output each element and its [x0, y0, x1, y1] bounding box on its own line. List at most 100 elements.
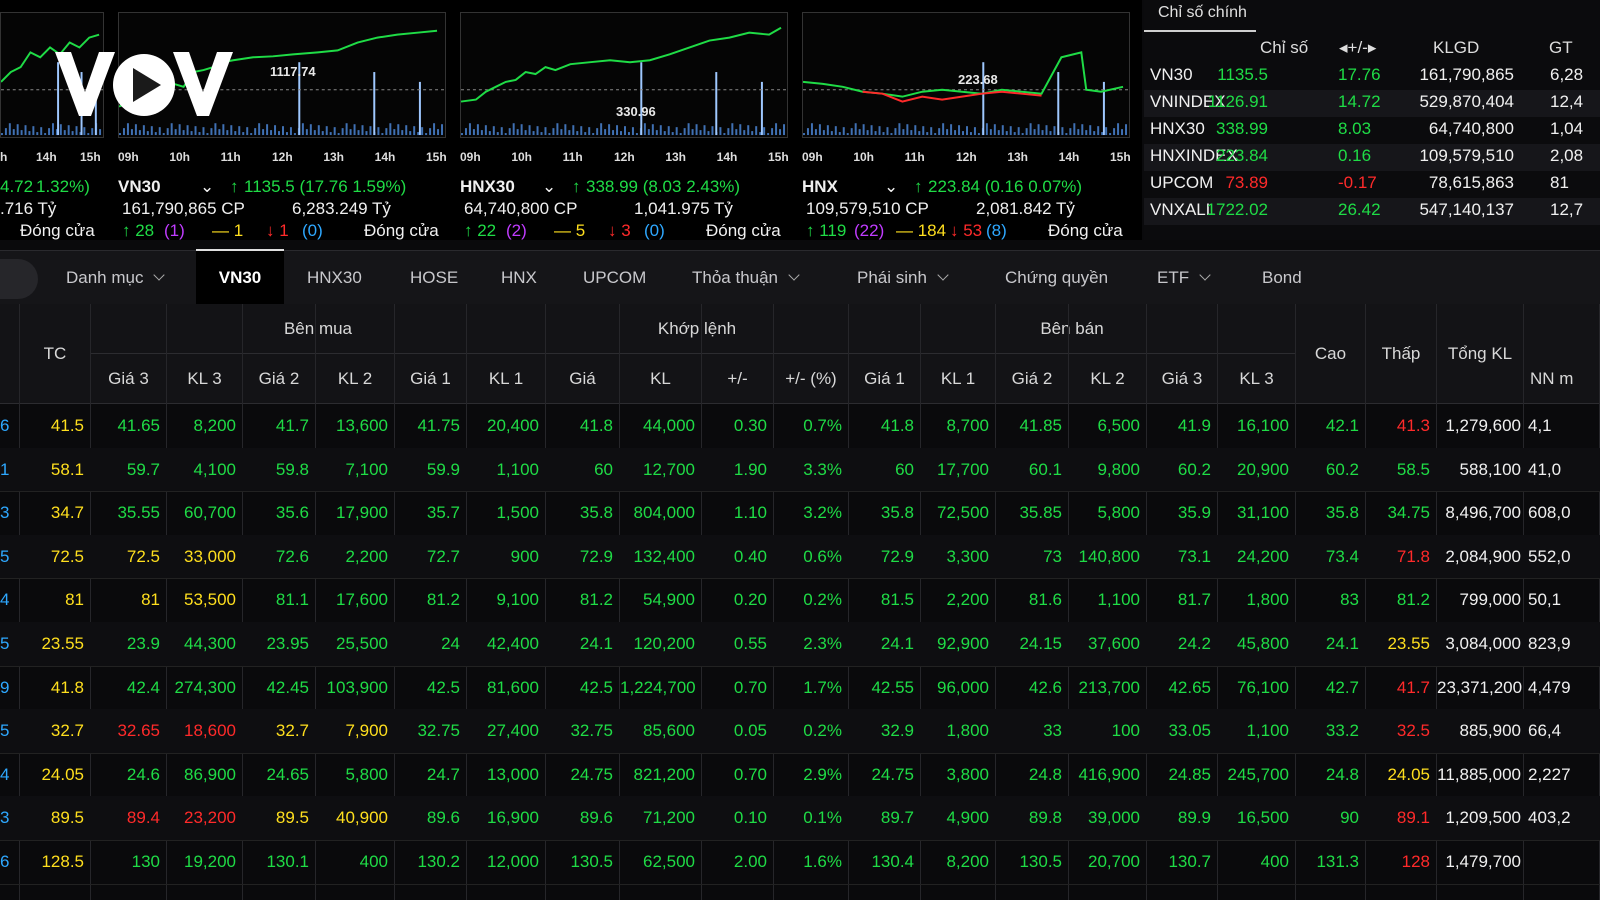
- chevron-down-icon[interactable]: ⌄: [200, 177, 215, 196]
- price-row[interactable]: 6 128.5 130 19,200 130.1 400 130.2 12,000 130.5 6…: [0, 840, 1600, 885]
- header-thấp[interactable]: Thấp: [1366, 304, 1437, 404]
- header-tổng-kl[interactable]: Tổng KL: [1437, 304, 1524, 404]
- volume-bar: [890, 133, 893, 136]
- cell-ask-price-2: 81.6: [1028, 590, 1062, 610]
- chevron-down-icon[interactable]: ⌄: [542, 177, 557, 196]
- summary-header-volume[interactable]: KLGD: [1433, 38, 1480, 57]
- column-divider: [848, 304, 849, 900]
- volume-bar: [604, 129, 607, 136]
- index-name[interactable]: VN30: [118, 177, 161, 196]
- cell-bid-vol-2: 13,600: [336, 416, 388, 435]
- index-name[interactable]: HNX30: [460, 177, 515, 196]
- tab-thỏa-thuận[interactable]: Thỏa thuận: [692, 251, 800, 305]
- subheader-gi-2[interactable]: Giá 2: [996, 354, 1069, 404]
- volume-bar: [325, 126, 328, 136]
- tab-upcom[interactable]: UPCOM: [583, 251, 646, 305]
- time-tick: 09h: [118, 150, 139, 164]
- advance-count: ↑ 119: [806, 221, 847, 240]
- subheader-gi-2[interactable]: Giá 2: [243, 354, 316, 404]
- price-row[interactable]: 5 32.7 32.65 18,600 32.7 7,900 32.75 27,400 32.7…: [0, 709, 1600, 754]
- price-row[interactable]: 4 24.05 24.6 86,900 24.65 5,800 24.7 13,000 24.7…: [0, 753, 1600, 798]
- summary-row[interactable]: VNINDEX 1126.91 14.72 529,870,404 12,4: [1144, 90, 1600, 117]
- price-row[interactable]: 9 41.8 42.4 274,300 42.45 103,900 42.5 81,600 42…: [0, 666, 1600, 711]
- subheader-kl-3[interactable]: KL 3: [1218, 354, 1296, 404]
- tab-vn30[interactable]: VN30: [196, 249, 284, 307]
- price-row[interactable]: 5 23.55 23.9 44,300 23.95 25,500 24 42,400 24.1 1…: [0, 622, 1600, 667]
- subheader-nn-m[interactable]: NN m: [1524, 304, 1600, 404]
- tab-etf[interactable]: ETF: [1157, 251, 1211, 305]
- cell-symbol-edge: 6: [0, 852, 10, 871]
- volume-bar: [647, 129, 650, 136]
- tab-chứng-quyền[interactable]: Chứng quyền: [1005, 251, 1108, 305]
- volume-bar: [977, 133, 980, 136]
- volume-bar: [349, 129, 352, 136]
- column-divider: [1365, 304, 1366, 900]
- cell-match-price: 41.8: [579, 416, 613, 435]
- summary-row[interactable]: HNXINDEX 223.84 0.16 109,579,510 2,08: [1144, 144, 1600, 171]
- subheader-kl-3[interactable]: KL 3: [167, 354, 243, 404]
- index-name[interactable]: HNX: [802, 177, 838, 196]
- tab-hnx30[interactable]: HNX30: [307, 251, 362, 305]
- volume-spike: [298, 62, 301, 136]
- price-row[interactable]: 3 89.5 89.4 23,200 89.5 40,900 89.6 16,900 89.6 7…: [0, 796, 1600, 841]
- subheader-kl-1[interactable]: KL 1: [467, 354, 546, 404]
- tab-phái-sinh[interactable]: Phái sinh: [857, 251, 949, 305]
- summary-row[interactable]: UPCOM 73.89 -0.17 78,615,863 81: [1144, 171, 1600, 198]
- volume-bar: [476, 124, 479, 136]
- cell-change-percent: 2.3%: [803, 634, 842, 653]
- chart-time-axis: 09h 10h 11h 12h 13h 14h 15h: [118, 150, 447, 166]
- chevron-down-icon[interactable]: ⌄: [884, 177, 899, 196]
- tab-danh-mục[interactable]: Danh mục: [66, 251, 166, 305]
- volume-bar: [254, 128, 257, 136]
- summary-header-change[interactable]: ◂+/-▸: [1339, 38, 1377, 57]
- subheader-gi-1[interactable]: Giá 1: [395, 354, 467, 404]
- cell-high-price: 83: [1340, 590, 1359, 610]
- volume-bar: [731, 123, 734, 136]
- volume-bar: [266, 124, 269, 136]
- summary-header-index[interactable]: Chỉ số: [1260, 38, 1309, 57]
- summary-row[interactable]: VNXALL 1722.02 26.42 547,140,137 12,7: [1144, 198, 1600, 225]
- summary-row[interactable]: VN30 1135.5 17.76 161,790,865 6,28: [1144, 63, 1600, 90]
- subheader-kl[interactable]: KL: [620, 354, 702, 404]
- subheader--[interactable]: +/-: [702, 354, 774, 404]
- price-row[interactable]: 6 41.5 41.65 8,200 41.7 13,600 41.75 20,400 41.8…: [0, 404, 1600, 449]
- cell-ask-vol-3: 16,100: [1237, 416, 1289, 435]
- header-tc[interactable]: TC: [20, 304, 91, 404]
- header-cao[interactable]: Cao: [1296, 304, 1366, 404]
- volume-bar: [142, 125, 145, 136]
- tab-hnx[interactable]: HNX: [501, 251, 537, 305]
- subheader-kl-1[interactable]: KL 1: [921, 354, 996, 404]
- summary-index-value: 1722.02: [1206, 200, 1268, 219]
- subheader-gi-[interactable]: Giá: [546, 354, 620, 404]
- volume-bar: [580, 126, 583, 136]
- price-row[interactable]: 4 81 81 53,500 81.1 17,600 81.2 9,100 81.2 54,900…: [0, 578, 1600, 623]
- subheader--[interactable]: +/- (%): [774, 354, 849, 404]
- subheader-gi-3[interactable]: Giá 3: [91, 354, 167, 404]
- price-row[interactable]: 1 58.1 59.7 4,100 59.8 7,100 59.9 1,100 60 12,700…: [0, 447, 1600, 493]
- subheader-kl-2[interactable]: KL 2: [1069, 354, 1147, 404]
- watchlist-toggle[interactable]: [0, 259, 38, 299]
- arrow-up-icon: ↑: [230, 177, 239, 196]
- price-row[interactable]: 3 34.7 35.55 60,700 35.6 17,900 35.7 1,500 35.8 8…: [0, 491, 1600, 536]
- summary-rows: VN30 1135.5 17.76 161,790,865 6,28 VNINDEX 112…: [1144, 63, 1600, 225]
- subheader-kl-2[interactable]: KL 2: [316, 354, 395, 404]
- cell-match-price: 60: [594, 459, 613, 479]
- cell-ask-vol-3: 20,900: [1237, 459, 1289, 479]
- ceiling-count: (22): [854, 221, 885, 240]
- tab-hose[interactable]: HOSE: [410, 251, 458, 305]
- subheader-gi-1[interactable]: Giá 1: [849, 354, 921, 404]
- cell-ref-price: 32.7: [50, 721, 84, 741]
- volume-bar: [1029, 123, 1032, 136]
- cell-foreign-buy: 2,227: [1528, 764, 1571, 784]
- summary-index-volume: 529,870,404: [1419, 92, 1514, 111]
- volume-bar: [1077, 129, 1080, 136]
- cell-bid-vol-1: 1,500: [496, 503, 539, 523]
- cell-change-percent: 1.6%: [803, 852, 842, 871]
- summary-row[interactable]: HNX30 338.99 8.03 64,740,800 1,04: [1144, 117, 1600, 144]
- subheader-gi-3[interactable]: Giá 3: [1147, 354, 1218, 404]
- volume-bar: [759, 132, 762, 136]
- summary-header-value[interactable]: GT: [1549, 38, 1573, 57]
- tab-bond[interactable]: Bond: [1262, 251, 1302, 305]
- column-divider: [701, 304, 702, 900]
- price-row[interactable]: 5 72.5 72.5 33,000 72.6 2,200 72.7 900 72.9 132,4…: [0, 534, 1600, 580]
